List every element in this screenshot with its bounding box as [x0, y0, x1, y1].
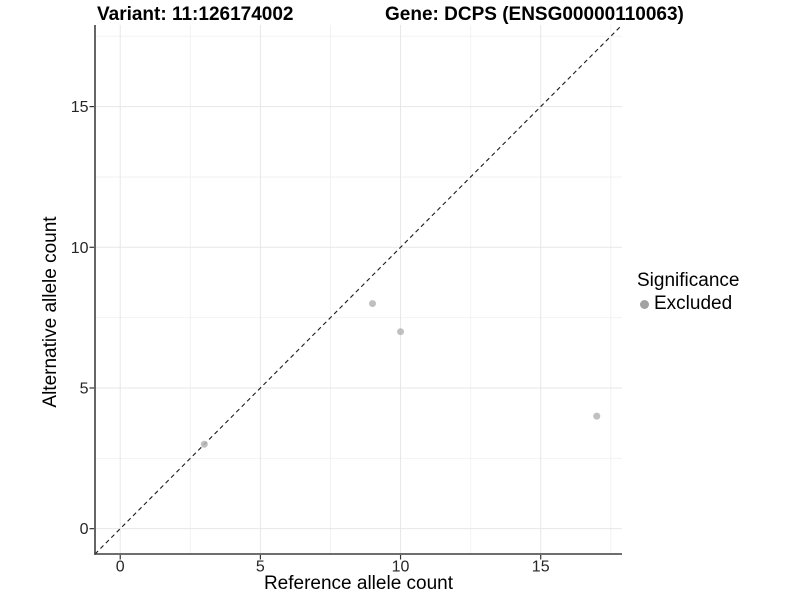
x-axis-title: Reference allele count — [263, 573, 454, 594]
legend: Significance Excluded — [637, 270, 739, 315]
data-point — [593, 412, 601, 420]
y-tick-label: 10 — [71, 240, 89, 257]
y-tick-label: 5 — [80, 380, 89, 397]
legend-item-label: Excluded — [654, 293, 733, 314]
y-axis-title: Alternative allele count — [40, 216, 61, 408]
data-point — [200, 440, 208, 448]
data-point — [369, 300, 377, 308]
x-tick-label: 10 — [392, 559, 410, 576]
legend-item-excluded: Excluded — [640, 293, 739, 315]
identity-line — [94, 24, 623, 555]
x-tick-label: 5 — [256, 559, 265, 576]
data-point — [397, 328, 405, 336]
x-tick-label: 15 — [532, 559, 550, 576]
legend-title: Significance — [637, 270, 740, 291]
y-tick-label: 15 — [71, 99, 89, 116]
legend-point-icon — [640, 299, 649, 309]
y-tick-label: 0 — [80, 521, 89, 538]
plot-title-gene: Gene: DCPS (ENSG00000110063) — [385, 4, 684, 25]
x-tick-label: 0 — [116, 559, 125, 576]
plot-title-variant: Variant: 11:126174002 — [97, 4, 294, 25]
